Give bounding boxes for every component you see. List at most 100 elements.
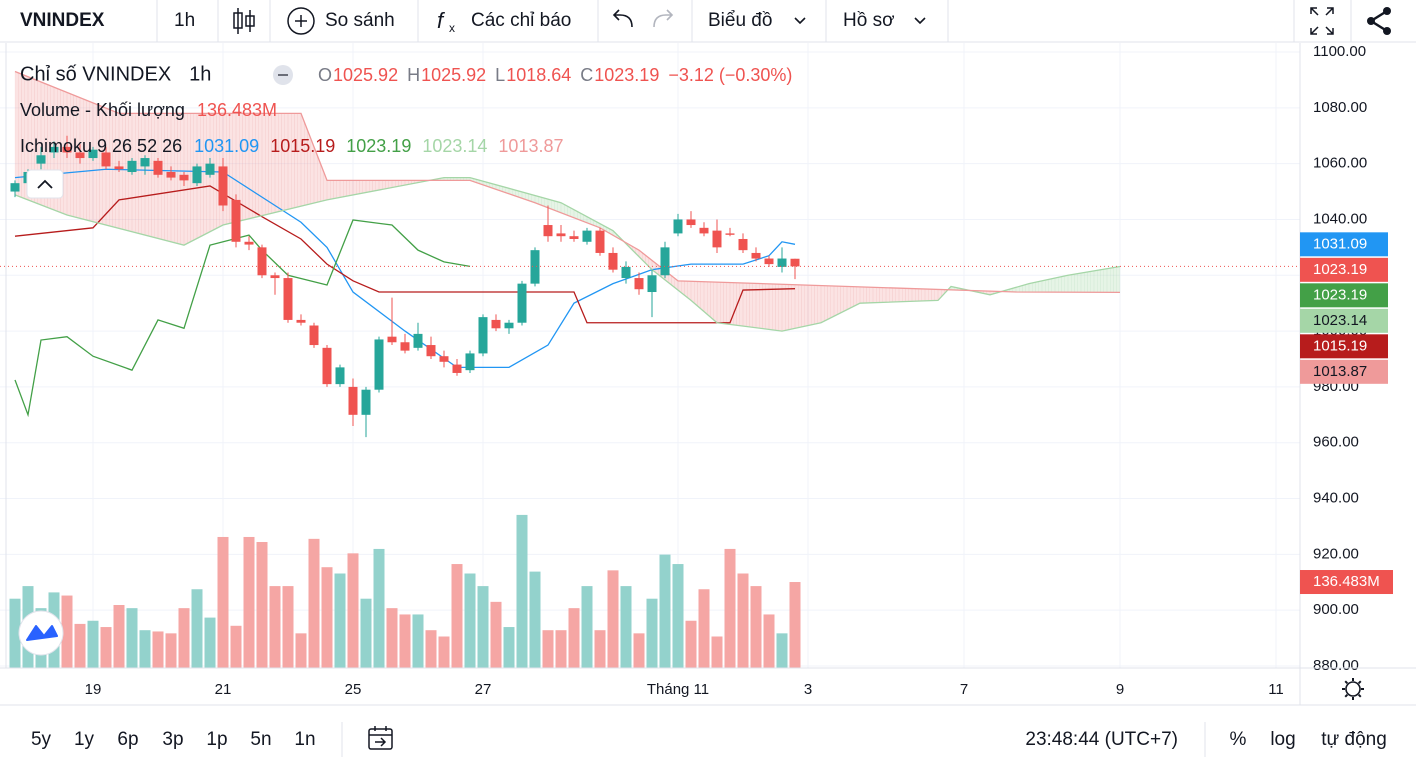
cloud-fill bbox=[1051, 277, 1056, 293]
ichimoku-line bbox=[14, 168, 796, 369]
y-tick-label: 1100.00 bbox=[1313, 43, 1366, 60]
cloud-fill bbox=[96, 104, 100, 224]
cloud-fill bbox=[151, 113, 155, 238]
range-button[interactable]: 1n bbox=[294, 729, 315, 750]
cloud-fill bbox=[765, 283, 770, 330]
percent-toggle[interactable]: % bbox=[1230, 729, 1247, 750]
ichimoku-value: 1023.14 bbox=[422, 136, 487, 156]
cloud-fill bbox=[1116, 266, 1121, 293]
cloud-fill bbox=[928, 288, 932, 301]
cloud-fill bbox=[811, 285, 815, 325]
volume-bar bbox=[178, 608, 190, 668]
ichimoku-line bbox=[14, 219, 471, 418]
candle-body bbox=[530, 250, 540, 284]
range-button[interactable]: 6p bbox=[117, 729, 138, 750]
cloud-fill bbox=[1093, 270, 1098, 293]
y-tick-label: 920.00 bbox=[1313, 545, 1359, 562]
candle-body bbox=[101, 152, 111, 167]
indicators-button[interactable]: Các chỉ báo bbox=[471, 10, 571, 31]
volume-bar bbox=[646, 598, 658, 668]
compare-icon[interactable] bbox=[287, 7, 315, 35]
auto-toggle[interactable]: tự động bbox=[1321, 729, 1387, 750]
volume-bar bbox=[321, 567, 333, 668]
plot-clip bbox=[0, 43, 1300, 668]
range-button[interactable]: 1p bbox=[206, 729, 227, 750]
cloud-fill bbox=[703, 281, 708, 315]
cloud-fill bbox=[352, 180, 357, 196]
range-button[interactable]: 5y bbox=[31, 729, 52, 750]
candle-body bbox=[660, 247, 670, 276]
volume-bar bbox=[438, 636, 450, 668]
cloud-fill bbox=[934, 289, 939, 301]
candle-body bbox=[478, 317, 488, 354]
profile-button[interactable]: Hồ sơ bbox=[843, 10, 895, 31]
volume-bar bbox=[672, 564, 684, 668]
price-tag bbox=[1300, 232, 1388, 257]
cloud-fill bbox=[772, 283, 776, 331]
fx-icon[interactable]: f bbox=[437, 8, 446, 33]
volume-tag bbox=[1300, 570, 1393, 595]
ohlc-key: C bbox=[580, 65, 593, 85]
volume-bar bbox=[126, 608, 138, 668]
redo-icon[interactable] bbox=[653, 9, 674, 28]
volume-bar bbox=[464, 573, 476, 668]
compare-button[interactable]: So sánh bbox=[325, 10, 395, 31]
cloud-fill bbox=[1048, 278, 1052, 293]
ohlc-key: H bbox=[407, 65, 420, 85]
cloud-fill bbox=[911, 288, 916, 302]
volume-bar bbox=[347, 553, 359, 668]
cloud-fill bbox=[768, 283, 773, 331]
volume-bar bbox=[74, 623, 86, 668]
cloud-fill bbox=[161, 113, 165, 241]
settings-icon[interactable] bbox=[1345, 681, 1361, 697]
candles-icon[interactable] bbox=[233, 8, 255, 34]
candle-body bbox=[153, 160, 163, 175]
cloud-fill bbox=[1080, 272, 1085, 293]
cloud-fill bbox=[174, 113, 178, 244]
candle-body bbox=[647, 275, 657, 293]
range-button[interactable]: 1y bbox=[74, 729, 95, 750]
cloud-fill bbox=[122, 113, 126, 231]
cloud-fill bbox=[1106, 267, 1111, 293]
ichimoku-value: 1013.87 bbox=[498, 136, 563, 156]
fullscreen-icon[interactable] bbox=[1310, 7, 1334, 35]
cloud-fill bbox=[1110, 267, 1114, 293]
candle-body bbox=[140, 158, 150, 167]
log-toggle[interactable]: log bbox=[1270, 729, 1295, 750]
cloud-fill bbox=[278, 113, 282, 212]
candle-body bbox=[348, 386, 358, 415]
cloud-fill bbox=[356, 180, 360, 195]
cloud-fill bbox=[739, 282, 744, 327]
chart-type-button[interactable]: Biểu đồ bbox=[708, 10, 772, 31]
cloud-fill bbox=[92, 102, 97, 223]
collapse-button[interactable] bbox=[26, 169, 64, 199]
candle-body bbox=[218, 166, 228, 206]
candle-body bbox=[595, 230, 605, 253]
range-button[interactable]: 5n bbox=[250, 729, 271, 750]
cloud-fill bbox=[1064, 275, 1069, 293]
share-icon[interactable] bbox=[1367, 7, 1391, 35]
date-range-icon[interactable] bbox=[368, 726, 393, 750]
cloud-fill bbox=[733, 282, 737, 326]
cloud-fill bbox=[837, 285, 841, 315]
cloud-fill bbox=[720, 282, 724, 324]
undo-icon[interactable] bbox=[612, 9, 633, 28]
cloud-fill bbox=[138, 113, 142, 235]
volume-bar bbox=[542, 630, 554, 668]
candle-body bbox=[205, 163, 215, 175]
cloud-fill bbox=[274, 113, 279, 213]
volume-bar bbox=[399, 614, 411, 668]
range-button[interactable]: 3p bbox=[162, 729, 183, 750]
cloud-fill bbox=[382, 180, 386, 190]
cloud-fill bbox=[788, 284, 792, 330]
interval-button[interactable]: 1h bbox=[174, 10, 195, 31]
volume-bar bbox=[295, 633, 307, 668]
candle-body bbox=[49, 146, 59, 153]
symbol[interactable]: VNINDEX bbox=[20, 10, 105, 31]
volume-bar bbox=[776, 633, 788, 668]
price-tag-label: 1015.19 bbox=[1313, 337, 1367, 354]
cloud-fill bbox=[359, 180, 363, 194]
volume-bar bbox=[477, 586, 489, 668]
cloud-fill bbox=[375, 180, 380, 191]
settings-icon-tooth bbox=[1344, 693, 1349, 698]
